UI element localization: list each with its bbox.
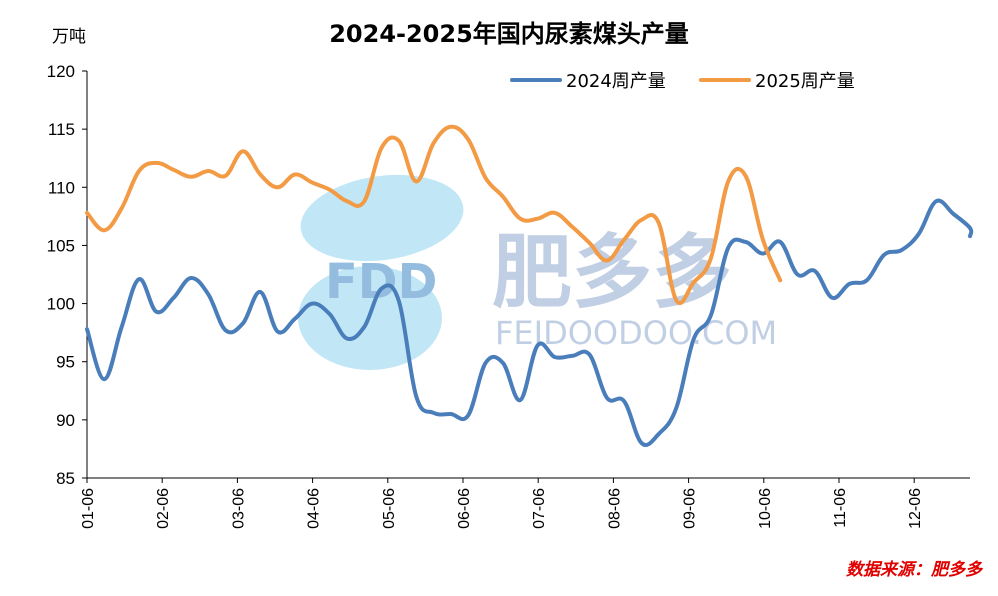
x-tick-label: 02-06 — [155, 488, 172, 529]
watermark-fdd-logo: FDD — [325, 254, 437, 310]
legend-label-2024: 2024周产量 — [566, 71, 666, 92]
x-tick-label: 07-06 — [531, 488, 548, 529]
x-axis: 01-06 02-06 03-06 04-06 05-06 06-06 07-06 08-06… — [80, 477, 970, 529]
x-tick-label: 10-06 — [757, 488, 774, 529]
legend: 2024周产量 2025周产量 — [510, 71, 855, 92]
y-tick-label: 115 — [48, 120, 75, 139]
unit-label: 万吨 — [52, 27, 86, 47]
series-layer — [85, 124, 974, 447]
x-tick-label: 04-06 — [306, 488, 323, 529]
watermark-brand: 肥多多 — [492, 226, 732, 319]
x-tick-label: 06-06 — [456, 488, 473, 529]
y-tick-label: 95 — [56, 353, 75, 372]
y-tick-label: 105 — [47, 236, 75, 255]
y-tick-label: 90 — [56, 411, 75, 430]
data-source: 数据来源：肥多多 — [846, 560, 984, 580]
x-tick-label: 11-06 — [832, 488, 849, 528]
x-tick-label: 01-06 — [80, 488, 97, 529]
x-tick-label: 09-06 — [682, 488, 699, 529]
x-tick-label: 03-06 — [230, 488, 247, 529]
chart-title: 2024-2025年国内尿素煤头产量 — [329, 20, 689, 48]
x-tick-label: 05-06 — [381, 488, 398, 529]
y-axis: 85 90 95 100 105 110 115 120 — [47, 62, 88, 488]
y-tick-label: 110 — [48, 178, 75, 197]
series-line-2025 — [85, 124, 783, 305]
legend-label-2025: 2025周产量 — [755, 71, 855, 92]
y-tick-label: 85 — [56, 469, 75, 488]
x-tick-label: 08-06 — [606, 488, 623, 529]
y-tick-label: 100 — [47, 295, 75, 314]
series-line-2024 — [85, 198, 974, 447]
y-tick-label: 120 — [47, 62, 75, 81]
x-tick-label: 12-06 — [907, 488, 924, 529]
